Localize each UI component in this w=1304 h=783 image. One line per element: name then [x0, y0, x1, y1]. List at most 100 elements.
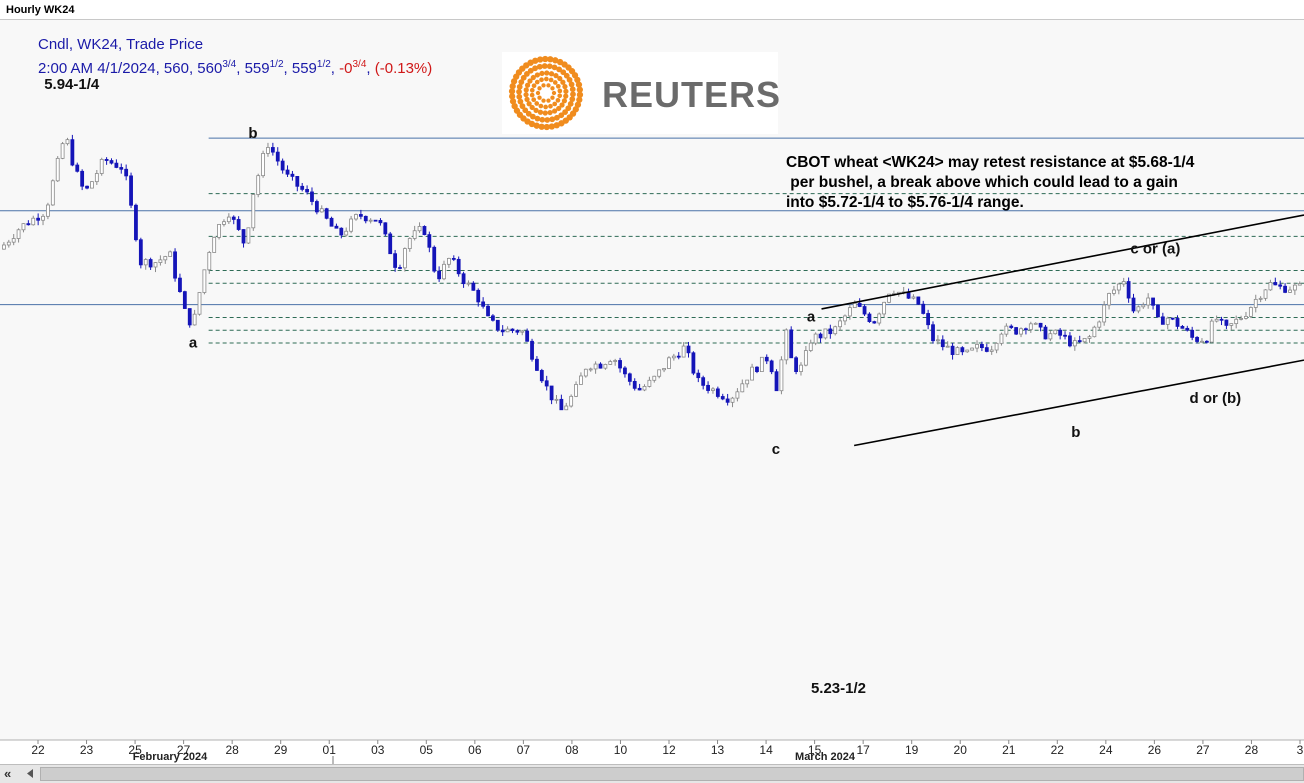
candle-body [755, 366, 759, 373]
candle-body [246, 227, 251, 244]
candle-body [984, 347, 989, 352]
candle-body [266, 147, 270, 154]
candle-body [148, 259, 153, 268]
price-chart[interactable]: 5.94-1/4 b a a c 5.23-1/2 b c or (a) d or (b) 22 2… [0, 20, 1304, 764]
candle-body [212, 236, 217, 253]
candle-body [745, 379, 750, 385]
candle-body [466, 282, 471, 285]
candle-body [1160, 316, 1165, 325]
candle-body [305, 188, 309, 193]
candle-body [500, 329, 505, 333]
candle-body [828, 328, 833, 335]
legend-sep-4: , [366, 60, 375, 77]
candle-body [652, 375, 657, 381]
candle-body [857, 302, 862, 307]
candle-body [530, 340, 534, 360]
candle-body [1107, 293, 1111, 306]
logo-dot [555, 83, 561, 89]
logo-dot [531, 83, 537, 89]
candle-body [960, 347, 965, 353]
channel-upper-line [821, 214, 1304, 310]
candle-body [618, 360, 622, 369]
candle-body [407, 238, 412, 249]
x-tick-label: 13 [711, 743, 725, 757]
candle-body [862, 306, 867, 315]
x-tick-label: 08 [565, 743, 579, 757]
logo-dot [562, 84, 568, 90]
logo-dot [568, 81, 575, 88]
candle-body [295, 176, 300, 187]
candle-body [1141, 304, 1146, 308]
candle-body [1185, 327, 1190, 331]
candle-body [667, 357, 671, 369]
reuters-logo-text: REUTERS [602, 74, 782, 115]
x-tick-label: 01 [323, 743, 337, 757]
candles [2, 134, 1302, 411]
candle-body [1297, 283, 1302, 286]
candle-body [1292, 284, 1297, 291]
candle-body [632, 380, 637, 389]
logo-dot [552, 80, 558, 85]
logo-dot [552, 108, 558, 114]
logo-dot [520, 74, 527, 81]
candle-body [887, 293, 891, 303]
candle-body [1033, 322, 1038, 325]
candle-body [1219, 318, 1224, 321]
logo-dot [519, 103, 526, 110]
logo-dot [559, 102, 565, 108]
candle-body [368, 219, 373, 222]
candle-body [1131, 297, 1136, 312]
scroll-left-arrow-icon[interactable] [24, 767, 36, 780]
candle-body [451, 258, 456, 260]
candle-body [691, 352, 696, 374]
logo-dot [566, 76, 573, 83]
logo-dot [565, 105, 572, 112]
logo-dot [555, 97, 561, 103]
candle-body [192, 313, 197, 326]
logo-dot [563, 88, 569, 94]
candle-body [647, 379, 652, 387]
x-tick-label: 28 [225, 743, 239, 757]
candle-body [867, 313, 872, 323]
candle-body [1043, 326, 1048, 340]
legend-ohlc-prefix: 2:00 AM 4/1/2024, 560, 560 [38, 60, 223, 77]
candle-body [422, 226, 427, 236]
candle-body [539, 370, 544, 382]
candle-body [222, 221, 226, 225]
analysis-note: CBOT wheat <WK24> may retest resistance … [786, 154, 1195, 211]
candle-body [730, 397, 735, 403]
candle-body [662, 368, 666, 371]
candle-body [544, 380, 549, 387]
x-tick-label: 12 [662, 743, 676, 757]
candle-body [799, 364, 803, 372]
horizontal-scrollbar[interactable]: « [0, 764, 1304, 783]
candle-body [36, 217, 41, 221]
x-tick-label: 27 [1196, 743, 1210, 757]
candle-body [1146, 297, 1151, 306]
scrollbar-thumb[interactable] [40, 767, 1304, 781]
candle-body [1156, 304, 1160, 318]
candle-body [207, 252, 212, 271]
candle-body [525, 330, 530, 342]
logo-dot [530, 74, 536, 81]
candle-body [50, 180, 55, 206]
logo-dot [522, 107, 529, 114]
candle-body [339, 227, 344, 236]
logo-dot [529, 113, 536, 120]
candle-body [1195, 336, 1199, 342]
logo-dot [567, 101, 574, 107]
candle-body [178, 277, 182, 293]
x-tick-label: 15 [808, 743, 822, 757]
candle-body [393, 253, 398, 268]
candle-body [70, 139, 75, 166]
candle-body [608, 361, 613, 365]
scroll-far-left-button[interactable]: « [4, 766, 12, 781]
candle-body [138, 239, 143, 266]
logo-dot [554, 114, 560, 121]
logo-dot [560, 69, 567, 76]
candle-body [285, 169, 290, 175]
logo-dot [576, 91, 584, 98]
candle-body [1019, 328, 1023, 335]
candle-body [970, 347, 975, 351]
logo-dot [523, 87, 529, 93]
